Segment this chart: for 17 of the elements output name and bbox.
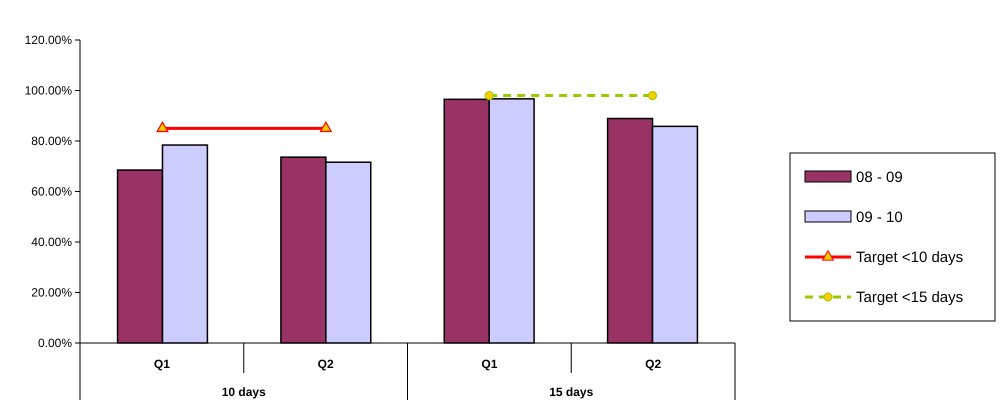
y-tick-label: 120.00% <box>24 32 72 47</box>
text: 15 days <box>549 385 594 399</box>
y-tick-label: 40.00% <box>31 234 72 249</box>
y-tick-label: 0.00% <box>38 336 72 350</box>
y-tick-label: 100.00% <box>24 83 72 98</box>
legend-label: 09 - 10 <box>856 209 903 226</box>
y-tick-label: 20.00% <box>31 285 72 300</box>
text: 10 days <box>222 385 266 399</box>
legend-label: Target <15 days <box>856 289 964 306</box>
y-tick-label: 60.00% <box>31 184 72 198</box>
x-tick-label: Q1 <box>154 357 170 371</box>
x-tick-label: Q2 <box>318 357 334 371</box>
legend-label: Target <10 days <box>856 249 964 266</box>
x-tick-label: Q1 <box>481 357 498 371</box>
y-tick-label: 80.00% <box>31 134 72 148</box>
legend-label: 08 - 09 <box>856 169 903 186</box>
x-tick-label: Q2 <box>645 357 662 371</box>
